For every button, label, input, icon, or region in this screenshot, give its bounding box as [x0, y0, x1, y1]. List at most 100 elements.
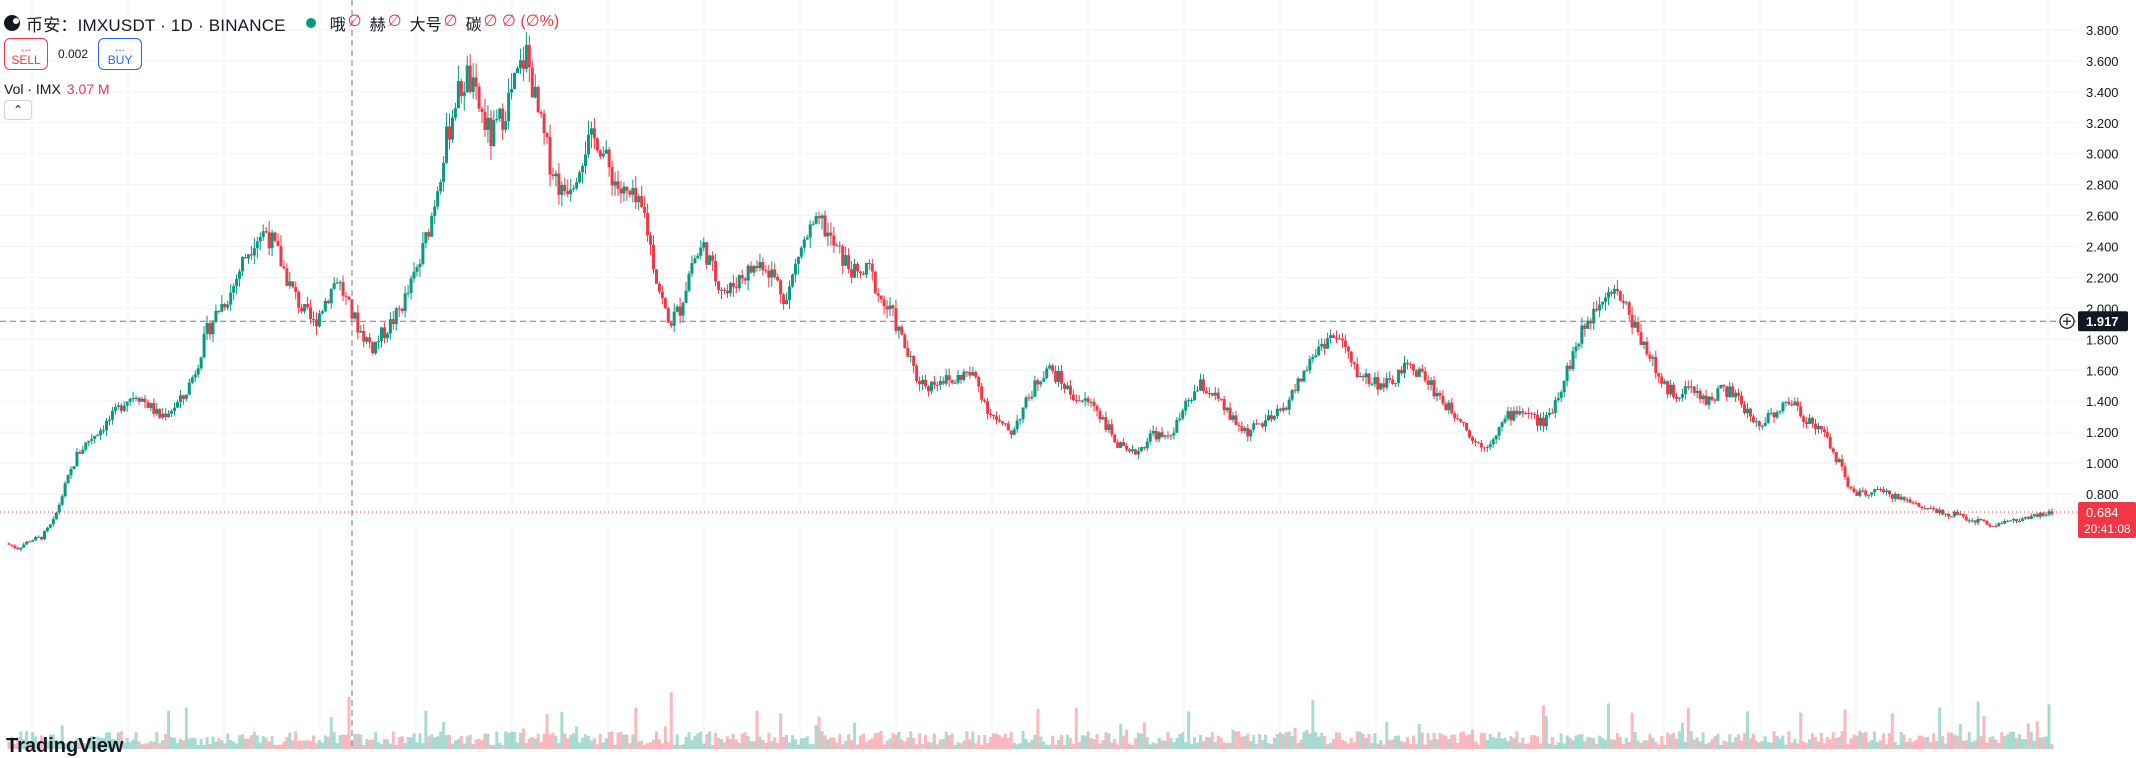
volume-bar	[412, 733, 416, 749]
candle	[1074, 394, 1078, 404]
volume-bar	[1423, 744, 1427, 749]
volume-bar	[459, 735, 463, 749]
volume-bar	[1287, 731, 1291, 749]
candle	[894, 299, 898, 334]
candle	[912, 355, 916, 373]
volume-bar	[737, 742, 741, 749]
volume-bar	[1615, 732, 1619, 749]
volume-bar	[1385, 721, 1389, 749]
volume-bar	[1769, 742, 1773, 749]
candle	[19, 547, 23, 552]
candle	[516, 66, 519, 74]
candle	[495, 109, 499, 123]
y-tick-label: 3.800	[2086, 23, 2119, 38]
candle	[879, 295, 883, 304]
add-alert-icon[interactable]	[2059, 313, 2075, 329]
candle	[1899, 493, 1903, 501]
candle	[1748, 407, 1752, 422]
candle	[445, 112, 449, 165]
symbol-title[interactable]: 币安：IMXUSDT · 1D · BINANCE	[26, 15, 286, 35]
volume-bar	[1125, 729, 1129, 749]
volume-bar	[1621, 744, 1625, 749]
sell-button[interactable]: ... SELL	[4, 38, 48, 70]
candle	[1432, 376, 1436, 399]
volume-bar	[125, 737, 129, 749]
volume-bar	[1967, 731, 1971, 749]
volume-bar	[1825, 736, 1829, 749]
volume-bar	[1819, 732, 1823, 749]
volume-bar	[1405, 737, 1409, 749]
volume-bar	[1524, 743, 1528, 749]
candle	[598, 148, 602, 160]
candle	[1618, 290, 1622, 302]
candle	[1902, 496, 1906, 503]
volume-bar	[598, 734, 602, 749]
candle	[1210, 392, 1214, 397]
volume-bar	[1692, 739, 1696, 749]
buy-button[interactable]: ... BUY	[98, 38, 143, 70]
candle	[1583, 322, 1587, 337]
volume-bar	[39, 735, 43, 749]
candle	[1648, 351, 1652, 363]
volume-bar	[57, 740, 61, 749]
volume-bar	[551, 732, 555, 749]
candle	[861, 271, 865, 276]
volume-bar	[2023, 739, 2027, 749]
candle	[551, 167, 555, 180]
volume-bar	[1580, 734, 1584, 749]
volume-bar	[1710, 739, 1714, 749]
candle	[1864, 488, 1868, 498]
volume-bar	[1349, 737, 1353, 749]
candle	[1349, 350, 1353, 367]
volume-bar	[1145, 737, 1149, 749]
candle	[1855, 489, 1859, 497]
volume-bar	[785, 734, 789, 749]
candle	[722, 287, 726, 295]
candle	[1243, 425, 1247, 434]
y-tick-label: 1.400	[2086, 394, 2119, 409]
candle	[1435, 387, 1439, 402]
candle	[965, 371, 969, 377]
volume-bar	[1562, 743, 1566, 749]
candle	[1361, 373, 1365, 382]
volume-legend[interactable]: Vol · IMX 3.07 M	[4, 81, 110, 97]
candle	[1710, 392, 1714, 402]
candle	[521, 46, 525, 82]
candle	[1426, 375, 1430, 390]
candle	[75, 447, 79, 467]
candle	[329, 288, 333, 309]
candle	[1695, 384, 1699, 399]
volume-bar	[858, 735, 862, 749]
candle	[752, 264, 756, 277]
candle	[1790, 399, 1794, 407]
candle	[595, 136, 599, 154]
volume-bar	[465, 736, 469, 749]
volume-bar	[518, 732, 522, 749]
chevron-up-icon[interactable]: ⌃	[4, 100, 32, 120]
candle	[1184, 398, 1188, 416]
candle	[1500, 421, 1504, 432]
last-price-badge: 0.684 20:41:08	[2078, 501, 2136, 538]
volume-bar	[1275, 734, 1279, 749]
volume-bar	[1420, 732, 1424, 749]
volume-bar	[968, 739, 972, 749]
candle	[575, 177, 579, 191]
candle	[31, 539, 35, 542]
candle	[1163, 434, 1167, 440]
volume-bar	[1923, 737, 1927, 749]
candle	[1675, 392, 1679, 403]
volume-bar	[1391, 739, 1395, 749]
volume-bar	[1169, 737, 1173, 749]
volume-bar	[2006, 734, 2010, 749]
candle	[1379, 382, 1383, 391]
y-axis[interactable]: 3.800 3.600 3.400 3.200 3.000 2.800 2.600 2.400…	[2086, 23, 2119, 502]
candle	[1949, 516, 1953, 518]
candle	[1955, 509, 1959, 516]
candle	[654, 269, 658, 285]
volume-bar	[69, 741, 73, 749]
volume-bar	[1843, 709, 1847, 749]
candle	[782, 292, 786, 310]
candle	[622, 182, 626, 202]
candle	[199, 356, 203, 371]
